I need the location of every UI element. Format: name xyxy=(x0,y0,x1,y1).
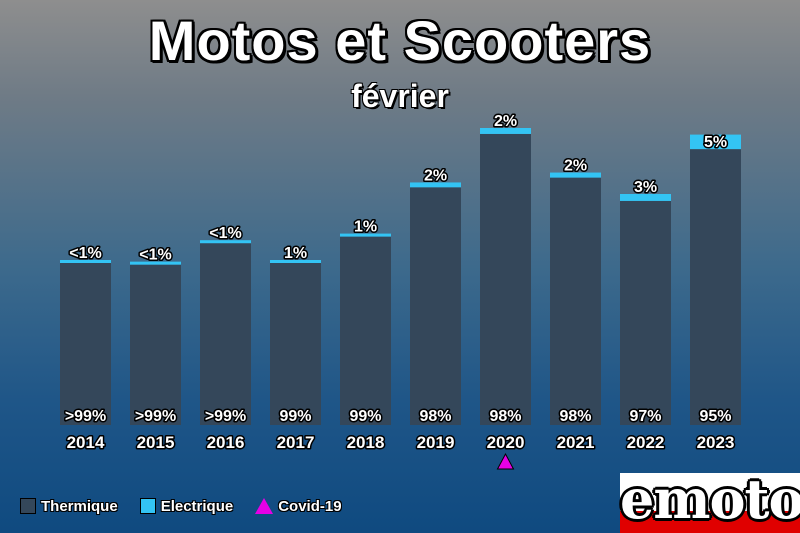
label-thermique-2017: 99% xyxy=(279,408,311,425)
label-thermique-2015: >99% xyxy=(135,408,176,425)
legend-item-thermique: Thermique xyxy=(20,498,118,515)
bar-electrique-2016 xyxy=(200,240,251,244)
label-thermique-2018: 99% xyxy=(349,408,381,425)
tick-label-2015: 2015 xyxy=(137,433,175,452)
label-electrique-2015: <1% xyxy=(139,247,171,264)
logo-text: emoto xyxy=(620,467,800,531)
bar-thermique-2021 xyxy=(550,177,601,425)
bar-thermique-2015 xyxy=(130,264,181,425)
legend-swatch-thermique xyxy=(20,498,36,514)
label-thermique-2020: 98% xyxy=(489,408,521,425)
bar-thermique-2016 xyxy=(200,243,251,425)
label-electrique-2014: <1% xyxy=(69,245,101,262)
bar-electrique-2015 xyxy=(130,261,181,265)
bar-thermique-2014 xyxy=(60,263,111,425)
tick-label-2017: 2017 xyxy=(277,433,315,452)
bar-electrique-2017 xyxy=(270,260,321,263)
label-thermique-2016: >99% xyxy=(205,408,246,425)
tick-label-2019: 2019 xyxy=(417,433,455,452)
bar-electrique-2023 xyxy=(690,134,741,150)
bar-electrique-2021 xyxy=(550,172,601,178)
bar-thermique-2019 xyxy=(410,187,461,425)
label-electrique-2022: 3% xyxy=(634,179,657,196)
legend-label-covid: Covid-19 xyxy=(278,497,342,515)
chart-title: Motos et Scooters xyxy=(148,9,652,72)
bar-electrique-2022 xyxy=(620,194,671,201)
bar-thermique-2018 xyxy=(340,236,391,425)
tick-label-2021: 2021 xyxy=(557,433,595,452)
bar-thermique-2023 xyxy=(690,149,741,425)
bar-electrique-2014 xyxy=(60,260,111,263)
covid-marker-2020 xyxy=(496,452,515,470)
logo-red-band xyxy=(620,511,800,533)
bar-electrique-2019 xyxy=(410,182,461,188)
label-electrique-2018: 1% xyxy=(354,219,377,236)
tick-label-2018: 2018 xyxy=(347,433,385,452)
label-thermique-2019: 98% xyxy=(419,408,451,425)
label-electrique-2021: 2% xyxy=(564,158,587,175)
tick-label-2023: 2023 xyxy=(697,433,735,452)
legend-label-thermique: Thermique xyxy=(41,497,118,515)
tick-label-2014: 2014 xyxy=(67,433,105,452)
legend-item-covid: Covid-19 xyxy=(255,497,342,515)
label-thermique-2014: >99% xyxy=(65,408,106,425)
label-thermique-2022: 97% xyxy=(629,408,661,425)
covid-triangle-icon xyxy=(255,498,274,514)
tick-label-2020: 2020 xyxy=(487,433,525,452)
label-electrique-2016: <1% xyxy=(209,225,241,242)
label-thermique-2023: 95% xyxy=(699,408,731,425)
bar-thermique-2017 xyxy=(270,263,321,425)
legend-item-electrique: Electrique xyxy=(139,497,234,515)
tick-label-2016: 2016 xyxy=(207,433,245,452)
legend-swatch-electrique xyxy=(139,498,156,514)
bar-thermique-2022 xyxy=(620,200,671,425)
chart-subtitle: février xyxy=(351,78,449,114)
label-electrique-2017: 1% xyxy=(284,245,307,262)
bar-electrique-2018 xyxy=(340,233,391,237)
tick-label-2022: 2022 xyxy=(627,433,665,452)
label-electrique-2019: 2% xyxy=(424,167,447,184)
emoto-logo[interactable]: emoto xyxy=(620,467,800,533)
label-electrique-2020: 2% xyxy=(494,113,517,130)
bar-electrique-2020 xyxy=(480,128,531,134)
chart-legend: Thermique Electrique Covid-19 xyxy=(20,496,364,516)
label-thermique-2021: 98% xyxy=(559,408,591,425)
label-electrique-2023: 5% xyxy=(704,134,727,151)
bar-thermique-2020 xyxy=(480,133,531,425)
legend-label-electrique: Electrique xyxy=(160,497,234,515)
